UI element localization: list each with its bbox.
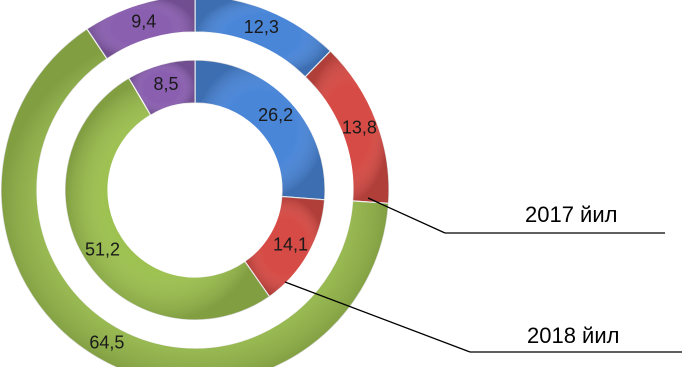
segment-shade-outer-3 (86, 0, 195, 59)
data-label-inner-3: 8,5 (153, 74, 178, 94)
data-label-outer-1: 13,8 (342, 117, 377, 137)
legend-label-2017: 2017 йил (525, 202, 617, 227)
segment-labels: 12,3 13,8 64,5 9,4 26,2 14,1 51,2 8,5 (85, 12, 377, 353)
segment-shade-inner-1 (244, 196, 325, 297)
data-label-inner-0: 26,2 (258, 105, 293, 125)
legend-callout-2018: 2018 йил (284, 281, 682, 353)
donut-rings (0, 0, 390, 367)
leader-line-2018 (284, 281, 471, 353)
data-label-outer-0: 12,3 (244, 17, 279, 37)
data-label-inner-2: 51,2 (85, 240, 120, 260)
segment-shade-inner-2 (64, 78, 270, 321)
segment-shade-inner-3 (128, 60, 195, 116)
data-label-outer-2: 64,5 (89, 332, 124, 352)
segment-shade-outer-1 (305, 51, 389, 204)
legend-label-2018: 2018 йил (527, 323, 619, 348)
segment-shade-outer-0 (195, 0, 331, 77)
segment-shade-inner-0 (195, 60, 325, 200)
data-label-outer-3: 9,4 (131, 12, 156, 32)
legend-callout-2017: 2017 йил (367, 197, 665, 234)
data-label-inner-1: 14,1 (273, 235, 308, 255)
leader-line-2017 (367, 197, 446, 234)
